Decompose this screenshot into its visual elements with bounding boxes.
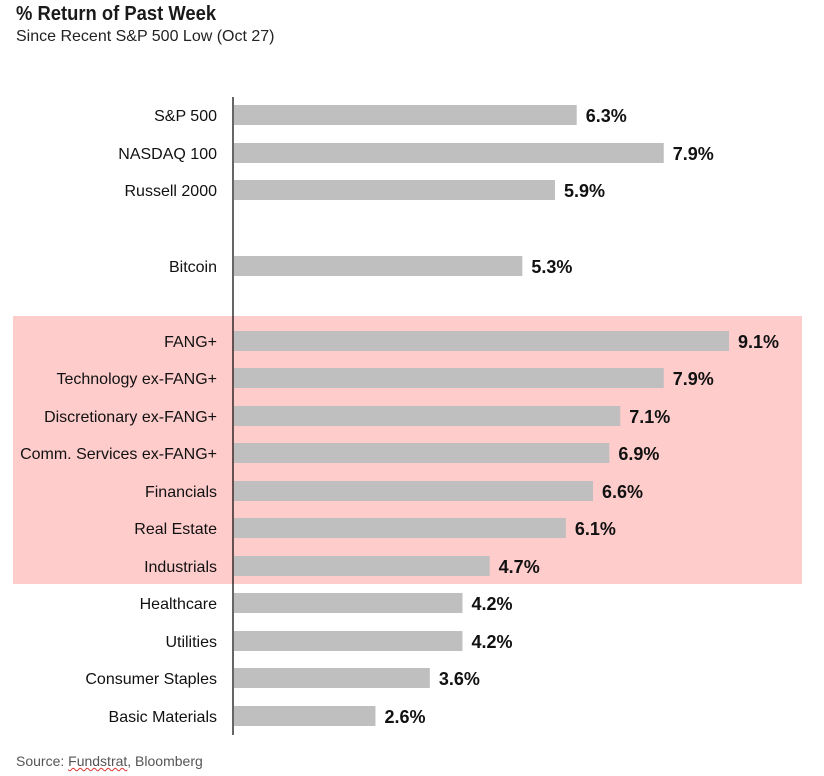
category-label: Utilities [165, 634, 217, 651]
source-rest: , Bloomberg [127, 753, 203, 769]
bar [234, 180, 555, 200]
category-label: NASDAQ 100 [118, 146, 217, 163]
bar [234, 518, 566, 538]
bar [234, 406, 621, 426]
category-label: Industrials [144, 559, 217, 576]
bar [234, 706, 376, 726]
category-label: Real Estate [134, 521, 217, 538]
category-label: Consumer Staples [85, 671, 217, 688]
bar [234, 368, 664, 388]
value-label: 5.3% [531, 257, 572, 277]
value-label: 6.3% [586, 106, 627, 126]
bar [234, 556, 490, 576]
source-note: Source: Fundstrat, Bloomberg [16, 753, 203, 769]
value-label: 7.9% [673, 144, 714, 164]
bar [234, 668, 430, 688]
source-prefix: Source: [16, 753, 69, 769]
bar [234, 105, 577, 125]
chart-subtitle: Since Recent S&P 500 Low (Oct 27) [16, 28, 275, 45]
category-label: Bitcoin [169, 259, 217, 276]
bar [234, 256, 523, 276]
value-label: 4.2% [471, 632, 512, 652]
value-label: 5.9% [564, 181, 605, 201]
value-label: 7.9% [673, 369, 714, 389]
bar [234, 593, 463, 613]
value-label: 9.1% [738, 332, 779, 352]
category-label: FANG+ [164, 334, 217, 351]
value-label: 3.6% [439, 669, 480, 689]
category-label: Russell 2000 [125, 183, 218, 200]
value-label: 7.1% [629, 407, 670, 427]
category-label: Comm. Services ex-FANG+ [20, 446, 217, 463]
bar [234, 481, 594, 501]
category-label: Technology ex-FANG+ [56, 371, 217, 388]
category-label: Financials [145, 484, 217, 501]
value-label: 6.1% [575, 519, 616, 539]
value-label: 2.6% [384, 707, 425, 727]
bar [234, 331, 730, 351]
chart-title: % Return of Past Week [16, 3, 217, 25]
category-label: S&P 500 [154, 108, 217, 125]
source-fundstrat: Fundstrat [68, 753, 128, 769]
category-label: Healthcare [140, 596, 217, 613]
value-label: 4.7% [499, 557, 540, 577]
value-label: 4.2% [471, 594, 512, 614]
value-label: 6.6% [602, 482, 643, 502]
bar [234, 443, 610, 463]
category-label: Basic Materials [109, 709, 217, 726]
category-label: Discretionary ex-FANG+ [44, 409, 217, 426]
value-label: 6.9% [618, 444, 659, 464]
bar [234, 143, 664, 163]
bar [234, 631, 463, 651]
